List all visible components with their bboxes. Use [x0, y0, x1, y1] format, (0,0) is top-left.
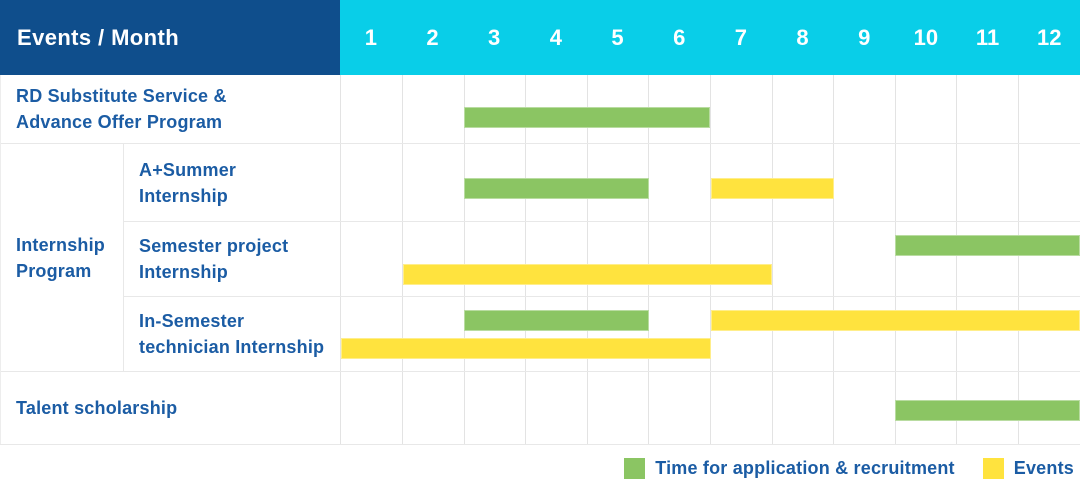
row-label-semester-project-internship: Semester project Internship — [139, 236, 289, 282]
month-gridline — [648, 372, 650, 444]
legend-label-application: Time for application & recruitment — [655, 458, 955, 478]
month-gridline — [1017, 297, 1019, 371]
table-row-semester-project-internship: Semester project Internship — [124, 221, 1080, 296]
month-gridline — [586, 222, 588, 296]
row-label-in-semester-technician-internship: In-Semester technician Internship — [139, 311, 325, 357]
month-header-9: 9 — [858, 24, 871, 50]
bar-application-months-3-5 — [464, 178, 649, 199]
month-gridline — [525, 372, 527, 444]
row-label-a-plus-summer-internship: A+Summer Internship — [139, 159, 237, 206]
bar-event-months-7-8 — [710, 178, 834, 199]
month-gridline — [402, 75, 404, 143]
month-header-1: 1 — [364, 24, 377, 50]
month-gridline — [1017, 75, 1019, 143]
month-header-5: 5 — [611, 24, 624, 50]
month-gridline — [956, 75, 958, 143]
month-gridline — [525, 222, 527, 296]
month-gridline — [894, 297, 896, 371]
month-header-2: 2 — [426, 24, 439, 50]
month-gridline — [833, 222, 835, 296]
month-header-12: 12 — [1036, 24, 1062, 50]
table-body: RD Substitute Service & Advance Offer Pro… — [0, 75, 1080, 445]
month-gridline — [956, 144, 958, 221]
month-gridline — [402, 372, 404, 444]
month-gridline — [525, 297, 527, 371]
legend-item-application: Time for application & recruitment — [624, 458, 955, 479]
month-gridline — [894, 75, 896, 143]
month-header-4: 4 — [549, 24, 562, 50]
group-label-internship-program: Internship Program — [0, 144, 124, 371]
legend-label-events: Events — [1013, 458, 1074, 478]
month-gridline — [463, 372, 465, 444]
month-gridline — [402, 297, 404, 371]
month-gridline — [771, 297, 773, 371]
month-header-8: 8 — [796, 24, 809, 50]
month-gridline — [771, 75, 773, 143]
header-title: Events / Month — [17, 24, 180, 50]
month-gridline — [833, 372, 835, 444]
month-gridline — [710, 222, 711, 296]
month-header-6: 6 — [673, 24, 686, 50]
month-gridline — [710, 372, 711, 444]
month-gridline — [648, 144, 650, 221]
table-row-rd-substitute-service-advance-offer-program: RD Substitute Service & Advance Offer Pro… — [0, 75, 1080, 143]
month-gridline — [402, 144, 404, 221]
month-gridline — [771, 372, 773, 444]
month-header-3: 3 — [488, 24, 501, 50]
bar-application-months-10-12 — [895, 400, 1080, 421]
timeline-row-in-semester-technician-internship — [340, 297, 1080, 371]
month-gridline — [586, 372, 588, 444]
month-gridline — [833, 75, 835, 143]
bar-event-months-2-7 — [402, 264, 773, 285]
bar-event-months-1-6 — [341, 338, 711, 359]
month-gridline — [1017, 144, 1019, 221]
legend-item-events: Events — [982, 458, 1074, 479]
legend-swatch-yellow-icon — [982, 458, 1004, 479]
header-events-month-cell: Events / Month — [0, 0, 340, 75]
month-gridline — [402, 222, 404, 296]
month-header-10: 10 — [913, 24, 939, 50]
bar-application-months-10-12 — [895, 235, 1080, 256]
month-gridline — [710, 297, 711, 371]
table-header-row: Events / Month 1 2 3 4 5 6 7 8 9 10 11 12 — [0, 0, 1080, 75]
month-header: 1 2 3 4 5 6 7 8 9 10 11 12 — [340, 0, 1080, 75]
row-label-talent-scholarship: Talent scholarship — [16, 398, 178, 418]
timeline-row-semester-project-internship — [340, 222, 1080, 296]
month-gridline — [833, 297, 835, 371]
row-label-rd-substitute-service-advance-offer-program: RD Substitute Service & Advance Offer Pro… — [16, 86, 227, 132]
month-gridline — [463, 222, 465, 296]
timeline-row-a-plus-summer-internship — [340, 144, 1080, 221]
timeline-row-talent-scholarship — [340, 372, 1080, 444]
month-gridline — [956, 222, 958, 296]
month-gridline — [710, 75, 711, 143]
table-row-in-semester-technician-internship: In-Semester technician Internship — [124, 296, 1080, 371]
table-row-talent-scholarship: Talent scholarship — [0, 372, 1080, 444]
month-gridline — [648, 297, 650, 371]
month-gridline — [648, 222, 650, 296]
month-gridline — [771, 222, 773, 296]
month-gridline — [586, 297, 588, 371]
month-gridline — [894, 144, 896, 221]
month-gridline — [956, 297, 958, 371]
table-row-a-plus-summer-internship: A+Summer Internship — [124, 144, 1080, 221]
month-gridline — [833, 144, 835, 221]
month-header-7: 7 — [734, 24, 747, 50]
month-gridline — [463, 297, 465, 371]
bar-application-months-3-5 — [464, 310, 649, 331]
bar-application-months-3-6 — [464, 107, 711, 128]
month-header-11: 11 — [975, 24, 1000, 50]
month-gridline — [894, 222, 896, 296]
events-month-table: Events / Month 1 2 3 4 5 6 7 8 9 10 11 12 RD Substi… — [0, 0, 1080, 445]
bar-event-months-7-12 — [710, 310, 1080, 331]
legend: Time for application & recruitment Event… — [0, 458, 1080, 479]
group-subrows: A+Summer Internship Semester project Intern… — [124, 144, 1080, 371]
legend-swatch-green-icon — [624, 458, 646, 479]
group-internship-program: Internship Program A+Summer Internship Semes… — [0, 143, 1080, 372]
month-gridline — [1017, 222, 1019, 296]
timeline-row-rd-substitute-service-advance-offer-program — [340, 75, 1080, 143]
